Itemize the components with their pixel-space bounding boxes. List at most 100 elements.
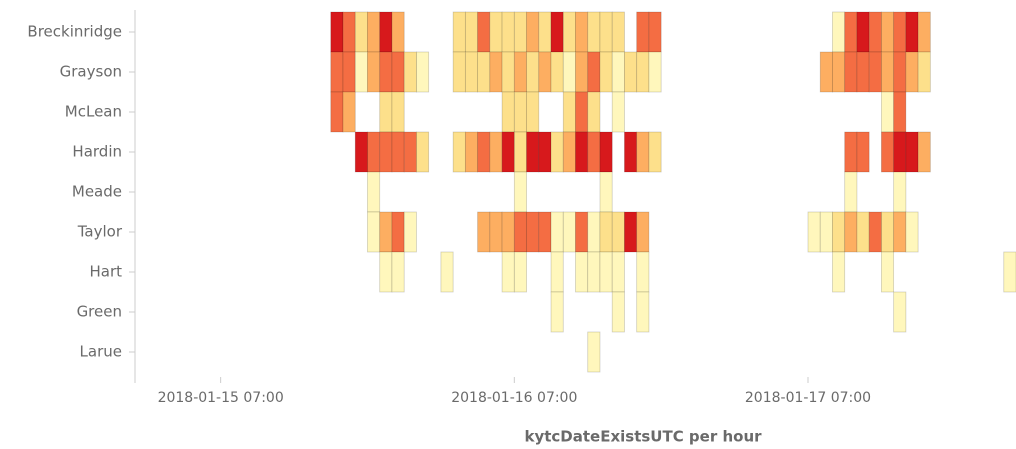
heat-cell xyxy=(367,11,381,53)
heat-cell xyxy=(856,131,870,173)
heat-cell xyxy=(379,251,393,293)
heat-cell xyxy=(403,51,417,93)
heat-cell xyxy=(489,211,503,253)
heat-cell xyxy=(587,331,601,373)
heat-cell xyxy=(354,11,368,53)
heat-cell xyxy=(624,51,638,93)
heat-cell xyxy=(452,11,466,53)
heat-cell xyxy=(575,51,589,93)
heat-cell xyxy=(416,131,430,173)
heat-cell xyxy=(636,251,650,293)
heat-cell xyxy=(562,131,576,173)
heat-cell xyxy=(893,171,907,213)
heat-cell xyxy=(477,211,491,253)
y-tick-label: Hart xyxy=(89,263,122,281)
heat-cell xyxy=(452,131,466,173)
heat-cell xyxy=(807,211,821,253)
heat-cell xyxy=(330,91,344,133)
heat-cell xyxy=(819,51,833,93)
heat-cell xyxy=(575,91,589,133)
heat-cell xyxy=(881,131,895,173)
heat-cell xyxy=(844,11,858,53)
heat-cell xyxy=(367,211,381,253)
heat-cell xyxy=(587,51,601,93)
heat-cell xyxy=(526,11,540,53)
heat-cell xyxy=(611,51,625,93)
heat-cell xyxy=(391,131,405,173)
heat-cell xyxy=(599,11,613,53)
heat-cell xyxy=(550,211,564,253)
heat-cell xyxy=(489,51,503,93)
heat-cell xyxy=(379,211,393,253)
heat-cell xyxy=(379,91,393,133)
heat-cell xyxy=(501,131,515,173)
heat-cell xyxy=(403,211,417,253)
heat-cell xyxy=(905,11,919,53)
heat-cell xyxy=(513,211,527,253)
heat-cell xyxy=(416,51,430,93)
heat-cell xyxy=(477,11,491,53)
heat-cell xyxy=(844,171,858,213)
heat-cell xyxy=(489,11,503,53)
heat-cell xyxy=(905,211,919,253)
heat-cell xyxy=(501,11,515,53)
heat-cell xyxy=(832,51,846,93)
y-tick-label: Meade xyxy=(72,183,122,201)
y-tick-label: Larue xyxy=(80,343,122,361)
heat-cell xyxy=(550,11,564,53)
heat-cell xyxy=(391,251,405,293)
y-tick-label: Hardin xyxy=(72,143,122,161)
heat-cell xyxy=(575,131,589,173)
heat-cell xyxy=(550,51,564,93)
heat-cell xyxy=(881,51,895,93)
heat-cell xyxy=(342,91,356,133)
heat-cell xyxy=(599,251,613,293)
heat-cell xyxy=(379,11,393,53)
heat-cell xyxy=(562,51,576,93)
heat-cell xyxy=(391,51,405,93)
heat-cell xyxy=(477,131,491,173)
heat-cell xyxy=(881,91,895,133)
heat-cell xyxy=(893,211,907,253)
heat-cell xyxy=(513,91,527,133)
heat-cell xyxy=(575,11,589,53)
heat-cell xyxy=(513,131,527,173)
heat-cell xyxy=(513,171,527,213)
heat-cell xyxy=(403,131,417,173)
heat-cell xyxy=(526,211,540,253)
heat-cell xyxy=(917,131,931,173)
heat-cell xyxy=(868,11,882,53)
heat-cell xyxy=(440,251,454,293)
heat-cell xyxy=(550,131,564,173)
heat-cell xyxy=(599,171,613,213)
heat-cell xyxy=(636,131,650,173)
heat-cell xyxy=(562,11,576,53)
heat-cell xyxy=(611,251,625,293)
heat-cell xyxy=(550,291,564,333)
heat-cell xyxy=(526,131,540,173)
y-tick-label: Taylor xyxy=(77,223,123,241)
heat-cell xyxy=(832,211,846,253)
heat-cell xyxy=(881,251,895,293)
heat-cell xyxy=(513,251,527,293)
heat-cell xyxy=(330,11,344,53)
heat-cell xyxy=(354,51,368,93)
heat-cell xyxy=(501,51,515,93)
heat-cell xyxy=(526,51,540,93)
heat-cell xyxy=(868,51,882,93)
heat-cell xyxy=(881,211,895,253)
heat-cell xyxy=(513,11,527,53)
heat-cell xyxy=(587,211,601,253)
y-tick-label: Breckinridge xyxy=(27,23,122,41)
heat-cell xyxy=(881,11,895,53)
heat-cell xyxy=(624,131,638,173)
heat-cell xyxy=(844,211,858,253)
heat-cell xyxy=(856,51,870,93)
heat-cell xyxy=(379,51,393,93)
heat-cell xyxy=(367,171,381,213)
heat-cell xyxy=(452,51,466,93)
heat-cell xyxy=(367,51,381,93)
heat-cell xyxy=(856,211,870,253)
heat-cell xyxy=(648,11,662,53)
